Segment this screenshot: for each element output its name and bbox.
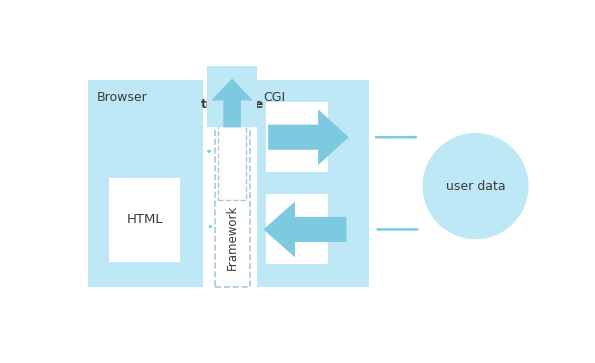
Text: CGI: CGI [264,91,286,104]
Bar [215,80,250,287]
Text: HTML: HTML [226,141,239,176]
Polygon shape [264,201,346,257]
Text: user data: user data [446,180,505,193]
Text: user
data: user data [283,215,311,244]
Bar [266,102,328,172]
Text: Framework: Framework [226,205,239,270]
Text: HTML: HTML [126,213,163,226]
Polygon shape [211,78,253,127]
Text: HTML
template: HTML template [201,83,264,111]
Bar [266,195,328,264]
Ellipse shape [422,133,528,239]
Bar [88,80,203,287]
Text: Logic: Logic [288,131,321,144]
Bar [256,80,369,287]
Bar [109,178,180,262]
Bar [207,66,257,127]
Polygon shape [268,109,349,165]
Bar [218,116,246,200]
Text: Browser: Browser [96,91,147,104]
